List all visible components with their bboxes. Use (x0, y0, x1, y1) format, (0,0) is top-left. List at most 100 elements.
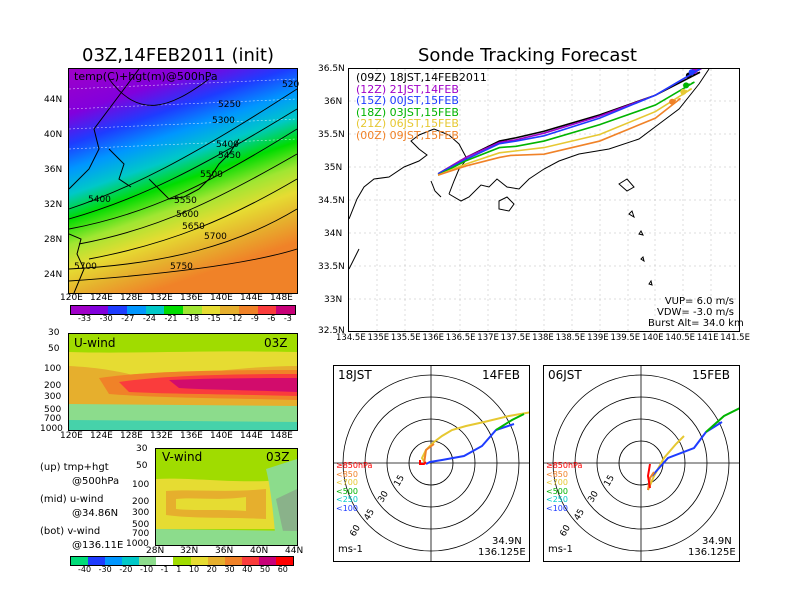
cbar-tick: -27 (121, 314, 135, 323)
uwind-time: 03Z (264, 336, 288, 350)
lon-tick: 141E (696, 333, 719, 343)
note-bot-1: (bot) v-wind (40, 526, 101, 537)
lat-tick: 36N (324, 97, 343, 107)
cbar-tick: -21 (164, 314, 178, 323)
lon-tick: 128E (120, 293, 143, 303)
p-tick: 200 (132, 497, 150, 507)
uwind-label: U-wind (74, 336, 116, 350)
lat-tick: 32N (180, 546, 199, 556)
legend-item-09z: (09Z) 18JST,14FEB2011 (356, 71, 487, 84)
polar-1-unit: ms-1 (338, 544, 363, 555)
lon-tick: 132E (150, 293, 173, 303)
track-ascent-3 (437, 81, 695, 176)
lon-tick: 137E (477, 333, 499, 343)
temp-colorbar (70, 305, 296, 315)
polar-2-legend: ≥850hPa <850 <700 <500 <250 <100 (546, 461, 582, 513)
note-up-1: (up) tmp+hgt (40, 462, 109, 473)
lon-tick: 136E (180, 431, 203, 441)
p-tick: 300 (44, 392, 62, 402)
contour-label: 5500 (200, 170, 223, 180)
wind-colorbar-ticks: -40 -30 -20 -10 -1 1 10 20 30 40 50 60 (78, 565, 288, 574)
contour-label: 5700 (204, 232, 227, 242)
left-title: 03Z,14FEB2011 (init) (82, 45, 274, 66)
polar-legend-item: <500 (546, 486, 568, 496)
lat-tick: 32N (44, 200, 63, 210)
cbar-tick: -6 (267, 314, 276, 323)
temp-colorbar-ticks: -33 -30 -27 -24 -21 -18 -15 -12 -9 -6 -3 (78, 314, 292, 323)
note-mid-1: (mid) u-wind (40, 494, 104, 505)
lon-tick: 124E (90, 293, 113, 303)
p-tick: 700 (44, 414, 62, 424)
cbar-tick: 30 (224, 565, 235, 574)
lon-tick: 140E (210, 293, 233, 303)
legend-item-18z: (18Z) 03JST,15FEB (356, 105, 459, 119)
track-map (348, 68, 740, 332)
uwind-svg (69, 334, 297, 430)
p-tick: 300 (132, 508, 150, 518)
p-tick: 50 (48, 344, 60, 354)
lon-tick: 148E (270, 431, 293, 441)
lon-tick: 141.5E (720, 333, 750, 343)
track-ascent-5 (437, 97, 681, 176)
cbar-tick: -24 (142, 314, 156, 323)
lat-tick: 44N (285, 546, 304, 556)
lon-tick: 124E (90, 431, 113, 441)
lon-tick: 134.5E (336, 333, 366, 343)
lat-tick: 35.5N (318, 130, 345, 140)
cbar-tick: -1 (160, 565, 169, 574)
contour-label: 5400 (88, 195, 111, 205)
contour-label: 5250 (218, 100, 241, 110)
track-legend: (09Z) 18JST,14FEB2011 (12Z) 21JST,14FEB … (356, 72, 487, 141)
cbar-tick: -10 (139, 565, 154, 574)
p-tick: 500 (44, 405, 62, 415)
polar-legend-item: <500 (336, 486, 358, 496)
lon-tick: 135E (367, 333, 390, 343)
polar-2-loc1: 34.9N (702, 536, 732, 547)
cbar-tick: 10 (188, 565, 200, 574)
polar-legend-item: ≥850hPa (336, 461, 373, 470)
lon-tick: 136.5E (445, 333, 476, 343)
lon-tick: 120E (60, 431, 83, 441)
lat-tick: 40N (44, 130, 63, 140)
cbar-tick: -12 (229, 314, 243, 323)
polar-legend-item: <250 (546, 495, 568, 504)
polar-1-legend: ≥850hPa <850 <700 <500 <250 <100 (336, 461, 373, 513)
lat-tick: 36N (44, 165, 63, 175)
landing-point-2 (688, 69, 695, 76)
polar-legend-item: <700 (546, 478, 568, 487)
polar-plot-2 (543, 365, 740, 562)
p-tick: 30 (136, 444, 148, 454)
polar-2-loc2: 136.125E (688, 547, 736, 558)
contour-label: 5450 (218, 151, 241, 161)
track-ascent-4 (437, 87, 693, 176)
legend-item-00z: (00Z) 09JST,15FEB (356, 128, 459, 142)
p-tick: 30 (48, 328, 60, 338)
landing-point-3 (683, 82, 690, 89)
uwind-panel (68, 333, 298, 431)
param-vdw: VDW= -3.0 m/s (657, 307, 734, 318)
cbar-tick: 50 (259, 565, 271, 574)
contour-label: 5750 (170, 262, 193, 272)
note-mid-2: @34.86N (72, 508, 119, 519)
polar-legend-item: <100 (336, 503, 358, 513)
cbar-tick: -15 (207, 314, 221, 323)
contour-label: 5700 (74, 262, 97, 272)
lon-tick: 136E (180, 293, 203, 303)
polar-2-time: 06JST (548, 368, 582, 382)
lat-tick: 28N (44, 235, 63, 245)
param-vup: VUP= 6.0 m/s (664, 296, 734, 307)
lat-tick: 40N (250, 546, 269, 556)
vwind-label: V-wind (162, 450, 203, 464)
lat-tick: 33N (324, 295, 343, 305)
lat-tick: 35N (324, 163, 343, 173)
contour-label: 5400 (216, 140, 239, 150)
vwind-panel (155, 448, 298, 546)
landing-point-5 (669, 98, 676, 105)
p-tick: 100 (132, 480, 150, 490)
lat-tick: 44N (44, 95, 63, 105)
lon-tick: 135.5E (390, 333, 421, 343)
lon-tick: 132E (150, 431, 173, 441)
landing-point-4 (680, 88, 687, 95)
track-ascent-2 (437, 69, 701, 175)
lon-tick: 128E (120, 431, 143, 441)
